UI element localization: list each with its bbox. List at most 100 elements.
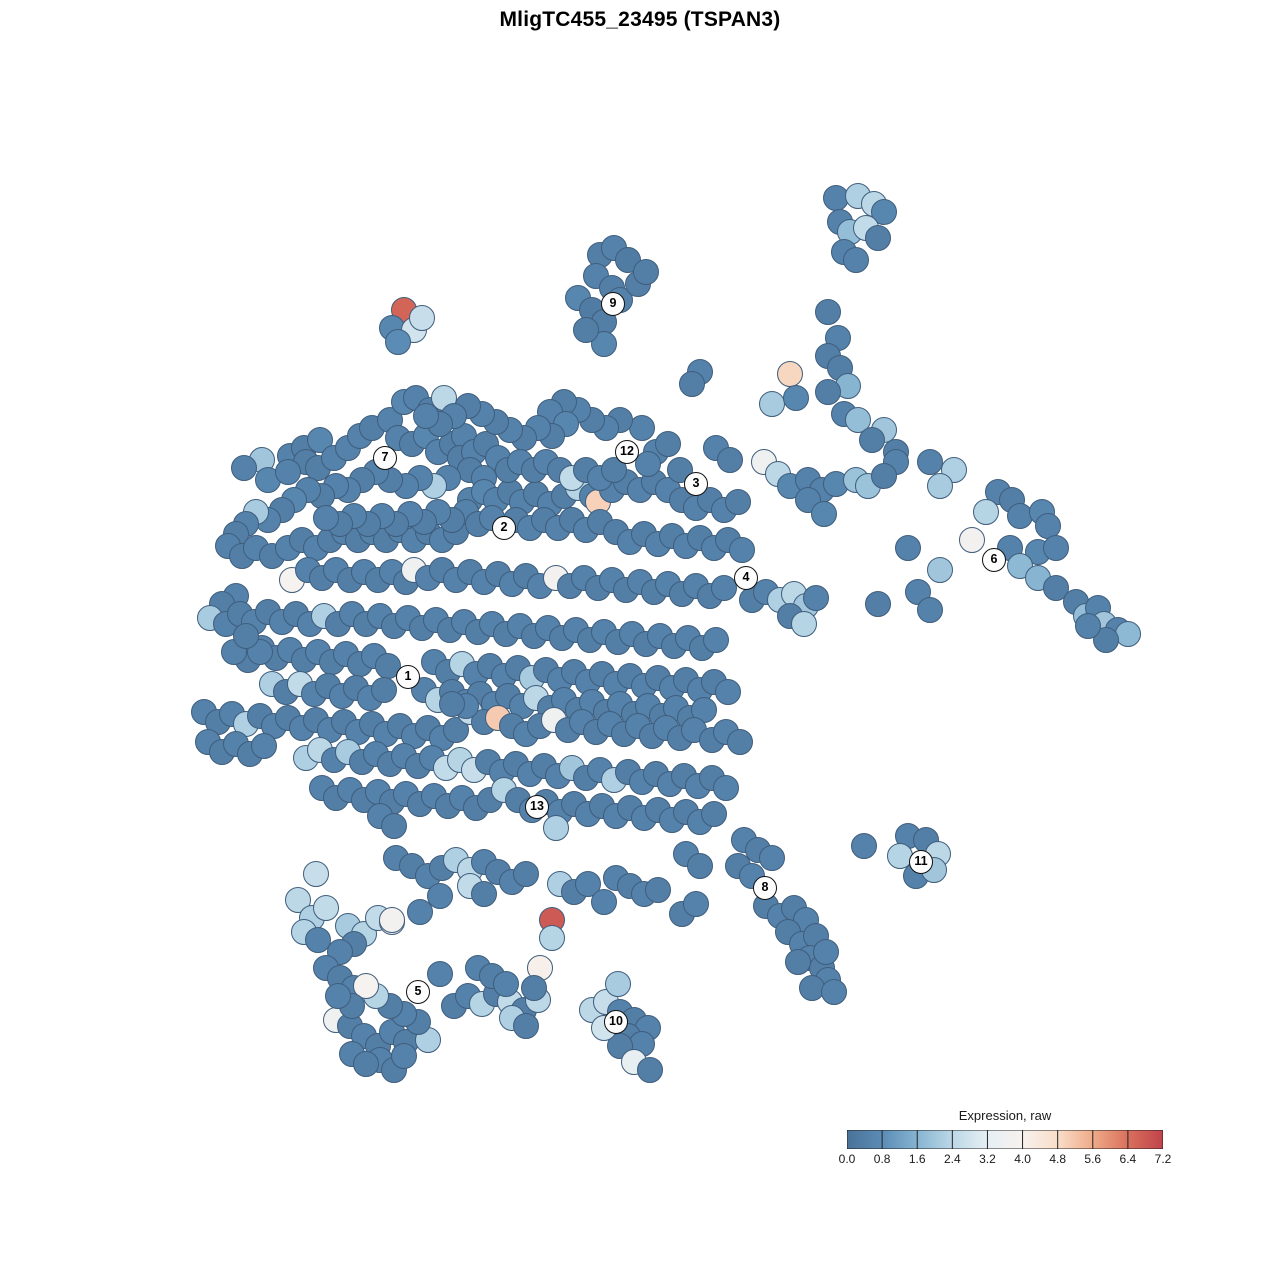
scatter-point — [783, 385, 809, 411]
scatter-point — [601, 457, 627, 483]
scatter-point — [353, 973, 379, 999]
scatter-point — [591, 331, 617, 357]
scatter-point — [777, 361, 803, 387]
scatter-point — [813, 939, 839, 965]
scatter-point — [815, 379, 841, 405]
colorbar-tick-label: 0.8 — [873, 1152, 891, 1166]
scatter-point — [927, 473, 953, 499]
scatter-point — [539, 925, 565, 951]
scatter-point — [905, 579, 931, 605]
scatter-point — [703, 627, 729, 653]
scatter-point — [285, 887, 311, 913]
scatter-point — [231, 455, 257, 481]
scatter-point — [381, 813, 407, 839]
page-title: MligTC455_23495 (TSPAN3) — [499, 8, 781, 31]
scatter-point — [543, 815, 569, 841]
scatter-point — [859, 427, 885, 453]
scatter-point — [233, 623, 259, 649]
scatter-point — [471, 881, 497, 907]
cluster-label-7[interactable]: 7 — [373, 446, 397, 470]
scatter-point — [823, 185, 849, 211]
cluster-label-12[interactable]: 12 — [615, 440, 639, 464]
scatter-point — [1075, 613, 1101, 639]
colorbar-tick-label: 4.0 — [1014, 1152, 1031, 1166]
cluster-label-8[interactable]: 8 — [753, 876, 777, 900]
scatter-point — [313, 505, 339, 531]
colorbar-tick-labels: 0.0 0.8 1.6 2.4 3.2 4.0 4.8 5.6 6.4 7.2 — [839, 1152, 1172, 1168]
scatter-point — [575, 871, 601, 897]
scatter-point — [1115, 621, 1141, 647]
colorbar-gradient — [846, 1129, 1164, 1150]
cluster-label-10[interactable]: 10 — [604, 1010, 628, 1034]
scatter-point — [711, 575, 737, 601]
scatter-point — [871, 199, 897, 225]
scatter-point — [439, 691, 465, 717]
scatter-point — [591, 889, 617, 915]
scatter-point — [865, 591, 891, 617]
scatter-point — [413, 403, 439, 429]
cluster-label-9[interactable]: 9 — [601, 292, 625, 316]
scatter-point — [821, 979, 847, 1005]
scatter-point — [307, 427, 333, 453]
colorbar-svg — [846, 1129, 1164, 1150]
scatter-point — [521, 975, 547, 1001]
scatter-point — [303, 861, 329, 887]
colorbar-tick-label: 4.8 — [1049, 1152, 1066, 1166]
cluster-label-3[interactable]: 3 — [684, 472, 708, 496]
scatter-point — [1043, 535, 1069, 561]
scatter-point — [851, 833, 877, 859]
scatter-point — [715, 679, 741, 705]
scatter-point — [605, 971, 631, 997]
scatter-point — [635, 451, 661, 477]
scatter-point — [391, 1043, 417, 1069]
scatter-point — [251, 733, 277, 759]
scatter-point — [791, 611, 817, 637]
scatter-point — [785, 949, 811, 975]
scatter-point — [325, 983, 351, 1009]
cluster-label-1[interactable]: 1 — [396, 665, 420, 689]
scatter-point — [493, 971, 519, 997]
scatter-point — [573, 317, 599, 343]
scatter-point — [1035, 513, 1061, 539]
scatter-point — [895, 535, 921, 561]
scatter-point — [513, 861, 539, 887]
scatter-point — [615, 247, 641, 273]
scatter-point — [815, 299, 841, 325]
scatter-point — [1007, 553, 1033, 579]
cluster-label-2[interactable]: 2 — [492, 516, 516, 540]
scatter-point — [803, 585, 829, 611]
scatter-point — [725, 489, 751, 515]
cluster-label-11[interactable]: 11 — [909, 850, 933, 874]
colorbar-tick-label: 6.4 — [1119, 1152, 1137, 1166]
scatter-point — [871, 463, 897, 489]
cluster-label-13[interactable]: 13 — [525, 795, 549, 819]
scatter-point — [717, 447, 743, 473]
colorbar-tick-label: 3.2 — [979, 1152, 996, 1166]
cluster-label-5[interactable]: 5 — [406, 980, 430, 1004]
scatter-point — [959, 527, 985, 553]
scatter-point — [629, 415, 655, 441]
scatter-point — [409, 305, 435, 331]
scatter-point — [407, 899, 433, 925]
scatter-point — [655, 431, 681, 457]
scatter-point — [645, 877, 671, 903]
scatter-point — [683, 891, 709, 917]
scatter-point — [1007, 503, 1033, 529]
cluster-label-6[interactable]: 6 — [982, 548, 1006, 572]
scatter-point — [371, 677, 397, 703]
cluster-label-4[interactable]: 4 — [734, 566, 758, 590]
scatter-point — [385, 329, 411, 355]
scatter-point — [353, 1051, 379, 1077]
scatter-point — [917, 449, 943, 475]
scatter-point — [1043, 575, 1069, 601]
scatter-point — [701, 801, 727, 827]
colorbar-rect — [846, 1129, 1164, 1150]
scatter-point — [633, 259, 659, 285]
scatter-point — [865, 225, 891, 251]
colorbar-tick-label: 1.6 — [908, 1152, 926, 1166]
scatter-point — [759, 391, 785, 417]
scatter-point — [513, 1013, 539, 1039]
scatter-point — [379, 907, 405, 933]
scatter-point — [927, 557, 953, 583]
